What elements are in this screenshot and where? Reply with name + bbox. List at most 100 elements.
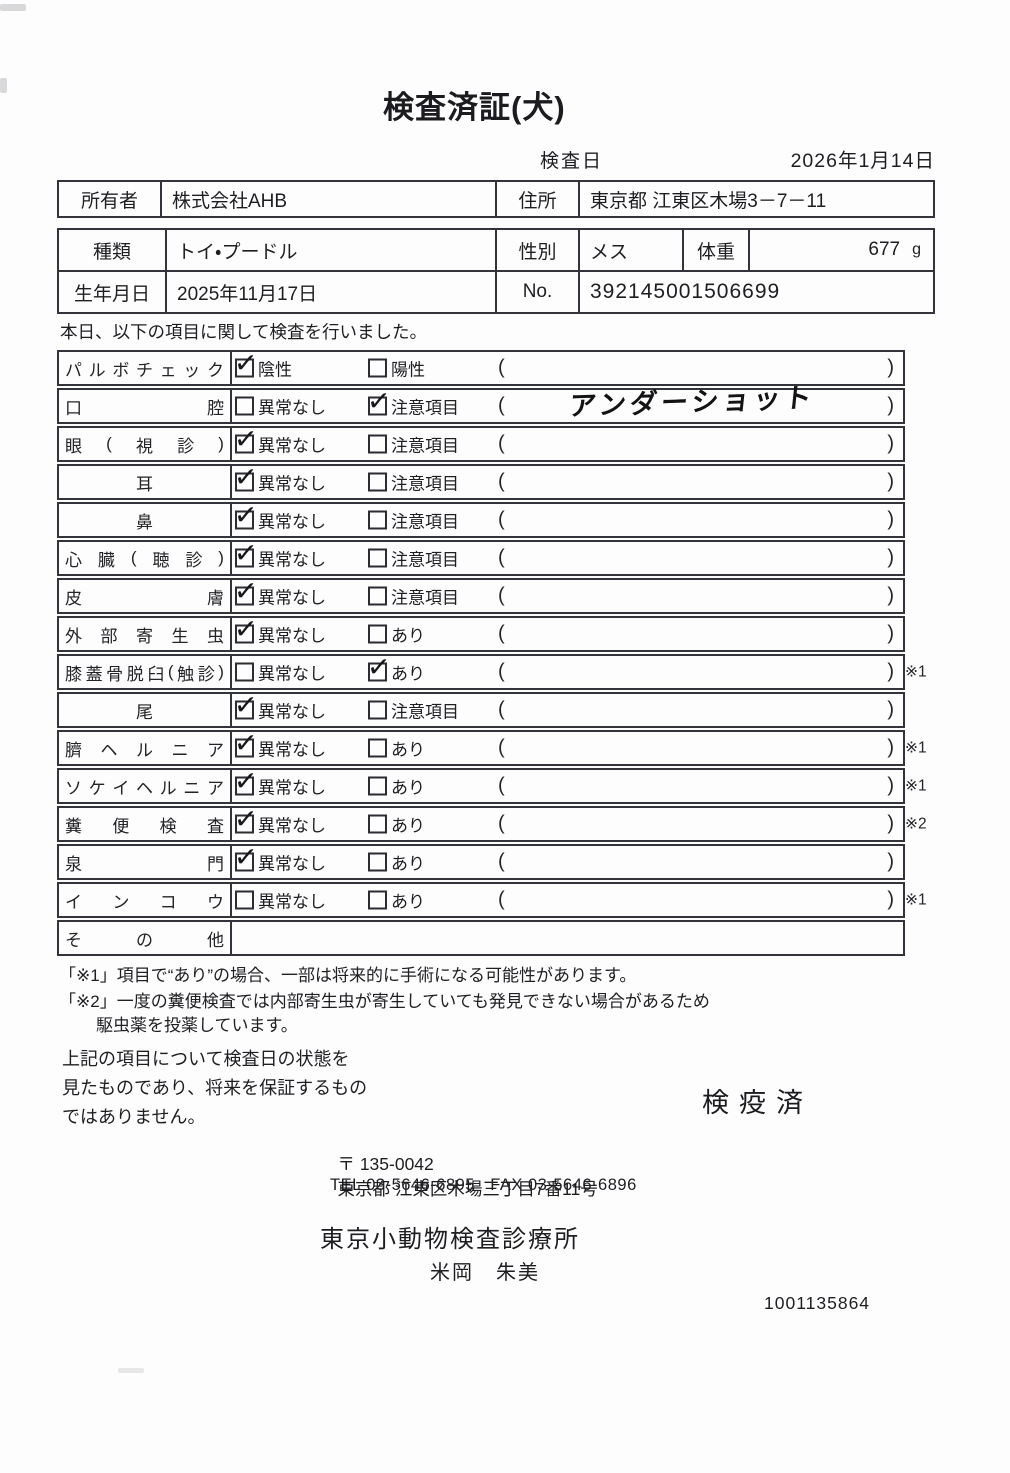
option-label: 注意項目 bbox=[391, 398, 459, 418]
option-label: 異常なし bbox=[258, 550, 326, 570]
address-label: 住所 bbox=[497, 182, 580, 216]
checkbox-unchecked-icon[interactable] bbox=[235, 890, 254, 910]
checkbox-unchecked-icon[interactable] bbox=[368, 890, 387, 910]
option-1: 異常なし bbox=[235, 432, 326, 457]
option-label: あり bbox=[391, 892, 425, 912]
option-label: 異常なし bbox=[258, 398, 326, 418]
checkbox-checked-icon[interactable] bbox=[235, 358, 254, 378]
checkbox-unchecked-icon[interactable] bbox=[368, 814, 387, 834]
option-label: 異常なし bbox=[258, 816, 326, 836]
option-1: 異常なし bbox=[235, 394, 326, 419]
page-title: 検査済証(犬) bbox=[383, 90, 566, 125]
breed-row: 種類 トイ・プードル 性別 メス 体重 677 g bbox=[59, 230, 933, 270]
checkbox-checked-icon[interactable] bbox=[235, 586, 254, 606]
checkbox-unchecked-icon[interactable] bbox=[368, 776, 387, 796]
option-label: 異常なし bbox=[258, 474, 326, 494]
checkbox-checked-icon[interactable] bbox=[235, 776, 254, 796]
checkbox-checked-icon[interactable] bbox=[235, 738, 254, 758]
checkbox-unchecked-icon[interactable] bbox=[368, 434, 387, 454]
option-label: 注意項目 bbox=[391, 550, 459, 570]
checkbox-checked-icon[interactable] bbox=[235, 624, 254, 644]
checkbox-checked-icon[interactable] bbox=[235, 814, 254, 834]
footnote-mark: ※1 bbox=[905, 739, 927, 757]
close-paren: ) bbox=[887, 774, 894, 797]
checkbox-unchecked-icon[interactable] bbox=[368, 358, 387, 378]
checkbox-unchecked-icon[interactable] bbox=[368, 586, 387, 606]
footnote-2: 「※2」一度の糞便検査では内部寄生虫が寄生していても発見できない場合があるため bbox=[59, 992, 710, 1011]
checkbox-checked-icon[interactable] bbox=[235, 852, 254, 872]
row-body: 異常なし 注意項目 () bbox=[232, 466, 903, 498]
option-2: あり bbox=[368, 774, 425, 799]
row-body: 異常なし 注意項目 () bbox=[232, 504, 903, 536]
checkbox-unchecked-icon[interactable] bbox=[235, 662, 254, 682]
inspection-row: インコウ 異常なし あり () ※1 bbox=[57, 882, 927, 918]
close-paren: ) bbox=[887, 584, 894, 607]
option-1: 異常なし bbox=[235, 888, 326, 913]
option-label: あり bbox=[391, 854, 425, 874]
checkbox-unchecked-icon[interactable] bbox=[368, 510, 387, 530]
weight-unit: g bbox=[912, 241, 921, 258]
checkbox-unchecked-icon[interactable] bbox=[368, 472, 387, 492]
option-label: あり bbox=[391, 626, 425, 646]
disclaimer-text: 上記の項目について検査日の状態を 見たものであり、将来を保証するもの ではありま… bbox=[62, 1045, 462, 1132]
option-label: 異常なし bbox=[258, 664, 326, 684]
checkbox-checked-icon[interactable] bbox=[235, 548, 254, 568]
open-paren: ( bbox=[498, 394, 505, 417]
option-2: あり bbox=[368, 736, 425, 761]
id-number-value: 392145001506699 bbox=[590, 280, 781, 303]
option-label: 異常なし bbox=[258, 778, 326, 798]
inspection-row: 尾 異常なし 注意項目 () bbox=[57, 692, 905, 728]
option-2: あり bbox=[368, 660, 425, 685]
checkbox-unchecked-icon[interactable] bbox=[368, 738, 387, 758]
option-label: 異常なし bbox=[258, 626, 326, 646]
serial-number: 1001135864 bbox=[764, 1293, 871, 1313]
checkbox-unchecked-icon[interactable] bbox=[368, 852, 387, 872]
inspection-row: 心臓(聴診) 異常なし 注意項目 () bbox=[57, 540, 905, 576]
option-label: 異常なし bbox=[258, 436, 326, 456]
checkbox-unchecked-icon[interactable] bbox=[235, 396, 254, 416]
clinic-name: 東京小動物検査診療所 bbox=[320, 1226, 580, 1253]
tel-fax-line: TEL 03-5646-6895 FAX 03-5646-6896 bbox=[330, 1176, 637, 1194]
footnote-mark: ※2 bbox=[905, 815, 927, 833]
checkbox-unchecked-icon[interactable] bbox=[368, 624, 387, 644]
option-label: 異常なし bbox=[258, 512, 326, 532]
weight-label: 体重 bbox=[684, 230, 750, 270]
inspection-row: 眼(視診) 異常なし 注意項目 () bbox=[57, 426, 905, 462]
birth-row: 生年月日 2025年11月17日 No. 392145001506699 bbox=[59, 270, 933, 312]
close-paren: ) bbox=[887, 470, 894, 493]
option-2: 注意項目 bbox=[368, 698, 459, 723]
row-body: 異常なし 注意項目 () bbox=[232, 694, 903, 726]
pet-table: 種類 トイ・プードル 性別 メス 体重 677 g 生年月日 2025年11月1… bbox=[57, 228, 935, 314]
option-label: 注意項目 bbox=[391, 474, 459, 494]
checkbox-checked-icon[interactable] bbox=[235, 700, 254, 720]
row-body: 異常なし あり () bbox=[232, 808, 903, 840]
sex-value: メス bbox=[580, 230, 684, 270]
open-paren: ( bbox=[498, 356, 505, 379]
close-paren: ) bbox=[887, 736, 894, 759]
row-body: 異常なし あり () bbox=[232, 884, 903, 916]
open-paren: ( bbox=[498, 698, 505, 721]
checkbox-checked-icon[interactable] bbox=[235, 510, 254, 530]
option-1: 異常なし bbox=[235, 812, 326, 837]
checkbox-checked-icon[interactable] bbox=[235, 472, 254, 492]
checkbox-checked-icon[interactable] bbox=[368, 662, 387, 682]
open-paren: ( bbox=[498, 736, 505, 759]
birthdate-value: 2025年11月17日 bbox=[167, 272, 497, 312]
close-paren: ) bbox=[887, 660, 894, 683]
scan-smudge bbox=[0, 78, 7, 93]
clinic-address: 東京都 江東区木場三丁目7番11号 bbox=[337, 1179, 598, 1199]
option-2: 注意項目 bbox=[368, 470, 459, 495]
option-label: 異常なし bbox=[258, 588, 326, 608]
checkbox-checked-icon[interactable] bbox=[368, 396, 387, 416]
checkbox-checked-icon[interactable] bbox=[235, 434, 254, 454]
sex-label: 性別 bbox=[497, 230, 580, 270]
checkbox-unchecked-icon[interactable] bbox=[368, 700, 387, 720]
inspection-row: 糞便検査 異常なし あり () ※2 bbox=[57, 806, 927, 842]
option-label: 異常なし bbox=[258, 702, 326, 722]
close-paren: ) bbox=[887, 508, 894, 531]
option-1: 異常なし bbox=[235, 850, 326, 875]
close-paren: ) bbox=[887, 698, 894, 721]
checkbox-unchecked-icon[interactable] bbox=[368, 548, 387, 568]
